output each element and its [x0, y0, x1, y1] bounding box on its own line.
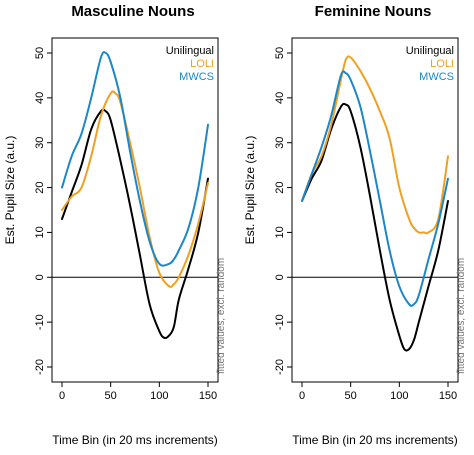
- x-tick-label: 0: [299, 390, 305, 402]
- x-tick-label: 50: [345, 390, 357, 402]
- y-tick-label: 30: [274, 137, 286, 149]
- chart-title: Feminine Nouns: [315, 3, 432, 20]
- legend-entry-unilingual: Unilingual: [166, 45, 214, 57]
- legend-entry-loli: LOLI: [430, 58, 454, 70]
- chart-title: Masculine Nouns: [71, 3, 194, 20]
- y-tick-label: -10: [274, 314, 286, 330]
- x-axis-label: Time Bin (in 20 ms increments): [52, 433, 218, 447]
- y-tick-label: 10: [34, 226, 46, 238]
- y-tick-label: 30: [34, 137, 46, 149]
- series-line-loli: [61, 90, 209, 288]
- x-tick-label: 100: [150, 390, 168, 402]
- fitted-values-note: fitted values, excl. random: [216, 258, 227, 374]
- x-tick-label: 150: [439, 390, 457, 402]
- series-line-mwcs: [61, 51, 209, 267]
- series-line-unilingual: [61, 108, 209, 340]
- y-tick-label: 10: [274, 226, 286, 238]
- plot-frame: [291, 37, 459, 383]
- panel-feminine-nouns: Feminine Nouns 0 50 100 150 -20 -10 0 10 20 30 40 50…: [243, 3, 467, 447]
- x-tick-label: 100: [390, 390, 408, 402]
- series-line-unilingual: [301, 102, 449, 352]
- y-axis-label: Est. Pupil Size (a.u.): [243, 136, 257, 245]
- series-line-mwcs: [301, 70, 449, 307]
- panel-masculine-nouns: Masculine Nouns 0 50 100 150 -20 -10 0 10 20 30 40 5…: [3, 3, 227, 447]
- y-tick-label: 40: [34, 92, 46, 104]
- legend-entry-loli: LOLI: [190, 58, 214, 70]
- y-tick-label: -10: [34, 314, 46, 330]
- y-tick-label: 20: [274, 181, 286, 193]
- legend-entry-unilingual: Unilingual: [406, 45, 454, 57]
- plot-frame: [51, 37, 219, 383]
- y-tick-label: -20: [34, 359, 46, 375]
- y-tick-label: 40: [274, 92, 286, 104]
- x-tick-label: 150: [199, 390, 217, 402]
- y-tick-label: 20: [34, 181, 46, 193]
- y-tick-label: 50: [34, 47, 46, 59]
- legend-entry-mwcs: MWCS: [179, 71, 214, 83]
- y-tick-label: 0: [34, 274, 46, 280]
- y-axis-label: Est. Pupil Size (a.u.): [3, 136, 17, 245]
- y-tick-label: 50: [274, 47, 286, 59]
- x-axis-label: Time Bin (in 20 ms increments): [292, 433, 458, 447]
- y-tick-label: 0: [274, 274, 286, 280]
- y-tick-label: -20: [274, 359, 286, 375]
- x-tick-label: 0: [59, 390, 65, 402]
- fitted-values-note: fitted values, excl. random: [456, 258, 467, 374]
- legend-entry-mwcs: MWCS: [419, 71, 454, 83]
- series-line-loli: [301, 55, 449, 235]
- x-tick-label: 50: [105, 390, 117, 402]
